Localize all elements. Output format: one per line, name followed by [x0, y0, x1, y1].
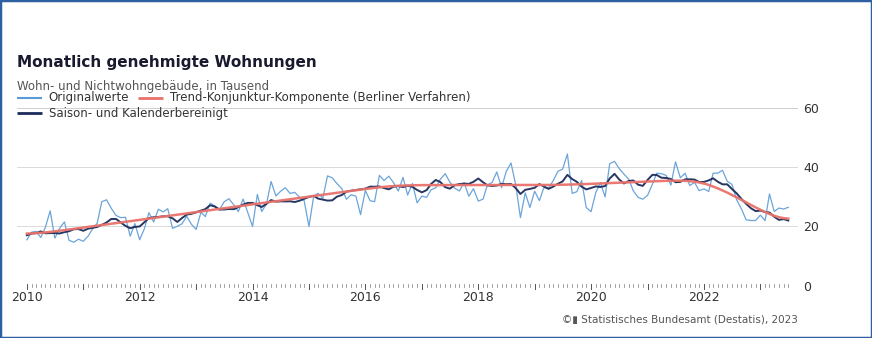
Text: Saison- und Kalenderbereinigt: Saison- und Kalenderbereinigt	[49, 107, 228, 120]
Text: ©▮ Statistisches Bundesamt (Destatis), 2023: ©▮ Statistisches Bundesamt (Destatis), 2…	[562, 314, 798, 324]
Text: Trend-Konjunktur-Komponente (Berliner Verfahren): Trend-Konjunktur-Komponente (Berliner Ve…	[170, 91, 470, 104]
Text: Originalwerte: Originalwerte	[49, 91, 129, 104]
Text: Monatlich genehmigte Wohnungen: Monatlich genehmigte Wohnungen	[17, 55, 317, 70]
Text: Wohn- und Nichtwohngebäude, in Tausend: Wohn- und Nichtwohngebäude, in Tausend	[17, 80, 269, 93]
